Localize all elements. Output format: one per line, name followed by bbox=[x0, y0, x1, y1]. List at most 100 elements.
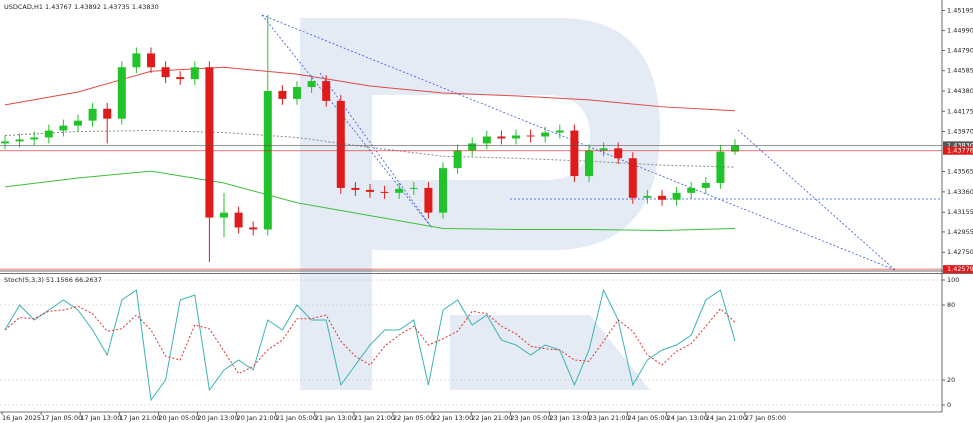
candle-body bbox=[541, 132, 550, 137]
candle-body bbox=[555, 130, 564, 133]
y-tick-label: 1.43970 bbox=[947, 128, 973, 136]
x-tick-label: 23 Jan 05:00 bbox=[510, 414, 551, 422]
candle-body bbox=[161, 67, 170, 78]
candle-body bbox=[351, 187, 360, 190]
x-tick-label: 22 Jan 05:00 bbox=[393, 414, 434, 422]
candle-body bbox=[409, 187, 418, 189]
y-tick-label: 1.44175 bbox=[947, 107, 973, 115]
candle-body bbox=[293, 87, 301, 99]
candle-body bbox=[30, 137, 39, 140]
y-tick-label: 1.43360 bbox=[947, 188, 973, 196]
candle-body bbox=[439, 168, 447, 213]
y-tick-label: 1.42750 bbox=[947, 248, 973, 256]
candle-body bbox=[15, 139, 24, 142]
candle-body bbox=[585, 150, 593, 177]
x-tick-label: 16 Jan 2025 bbox=[2, 414, 41, 422]
candle-body bbox=[278, 90, 287, 99]
y-tick-label: 1.43155 bbox=[947, 208, 973, 216]
x-tick-label: 27 Jan 05:00 bbox=[745, 414, 786, 422]
candle-body bbox=[701, 182, 710, 188]
x-tick-label: 23 Jan 21:00 bbox=[589, 414, 630, 422]
x-tick-label: 24 Jan 21:00 bbox=[706, 414, 747, 422]
candle-body bbox=[424, 187, 433, 213]
y-tick-label: 20 bbox=[947, 376, 955, 384]
x-tick-label: 17 Jan 13:00 bbox=[80, 414, 121, 422]
y-tick-label: 100 bbox=[947, 276, 959, 284]
candle-body bbox=[658, 195, 666, 200]
candle-body bbox=[307, 81, 316, 88]
candle-body bbox=[599, 148, 608, 151]
candle-body bbox=[643, 195, 652, 198]
x-tick-label: 20 Jan 05:00 bbox=[158, 414, 199, 422]
moving-average bbox=[4, 130, 736, 168]
candle-body bbox=[263, 90, 272, 230]
x-tick-label: 17 Jan 21:00 bbox=[119, 414, 160, 422]
candle-body bbox=[74, 120, 82, 126]
candle-body bbox=[103, 108, 112, 119]
candle-body bbox=[716, 151, 725, 183]
x-tick-label: 20 Jan 21:00 bbox=[237, 414, 278, 422]
candle-body bbox=[628, 158, 637, 198]
candle-body bbox=[687, 187, 696, 193]
x-tick-label: 22 Jan 13:00 bbox=[432, 414, 473, 422]
candle-body bbox=[234, 212, 243, 228]
candle-body bbox=[59, 125, 68, 131]
candle-body bbox=[322, 81, 331, 101]
x-tick-label: 17 Jan 05:00 bbox=[41, 414, 82, 422]
candle-body bbox=[453, 150, 462, 169]
candle-body bbox=[512, 135, 520, 139]
candle-body bbox=[526, 135, 535, 137]
price-label-box bbox=[943, 141, 973, 150]
candle-body bbox=[380, 191, 389, 193]
candle-body bbox=[88, 108, 97, 121]
moving-average bbox=[4, 66, 736, 112]
x-tick-label: 22 Jan 21:00 bbox=[471, 414, 512, 422]
candle-body bbox=[366, 189, 374, 192]
price-label: 1.43776 bbox=[947, 147, 973, 155]
y-tick-label: 1.43565 bbox=[947, 168, 973, 176]
candle-body bbox=[132, 53, 141, 68]
x-tick-label: 23 Jan 13:00 bbox=[549, 414, 590, 422]
x-tick-label: 20 Jan 13:00 bbox=[198, 414, 239, 422]
candle-body bbox=[395, 188, 404, 193]
candle-body bbox=[482, 136, 491, 144]
stoch-line bbox=[4, 305, 736, 375]
y-tick-label: 1.44380 bbox=[947, 87, 973, 95]
candle-body bbox=[190, 67, 199, 80]
x-tick-label: 21 Jan 21:00 bbox=[354, 414, 395, 422]
y-tick-label: 1.44990 bbox=[947, 27, 973, 35]
candle-body bbox=[336, 100, 345, 188]
price-label: 1.43830 bbox=[947, 141, 973, 149]
y-tick-label: 1.44790 bbox=[947, 46, 973, 54]
price-label: 1.42579 bbox=[947, 265, 973, 273]
candle-body bbox=[731, 145, 739, 152]
candle-body bbox=[570, 130, 579, 177]
candle-body bbox=[468, 143, 477, 151]
x-tick-label: 24 Jan 13:00 bbox=[667, 414, 708, 422]
y-tick-label: 80 bbox=[947, 301, 955, 309]
candle-body bbox=[44, 130, 53, 138]
candle-body bbox=[497, 136, 506, 139]
y-tick-label: 1.42955 bbox=[947, 228, 973, 236]
stoch-line bbox=[4, 288, 736, 402]
candle-body bbox=[117, 67, 126, 119]
candle-body bbox=[249, 227, 258, 230]
trend-lines bbox=[261, 14, 942, 271]
y-tick-label: 1.44585 bbox=[947, 67, 973, 75]
candle-body bbox=[614, 148, 623, 159]
x-tick-label: 21 Jan 05:00 bbox=[276, 414, 317, 422]
candle-body bbox=[176, 77, 185, 80]
candle-body bbox=[672, 192, 681, 200]
y-tick-label: 1.45195 bbox=[947, 6, 973, 14]
price-label-box bbox=[943, 146, 973, 155]
x-tick-label: 24 Jan 05:00 bbox=[628, 414, 669, 422]
candle-body bbox=[147, 53, 155, 68]
price-label-box bbox=[943, 265, 973, 274]
candle-body bbox=[1, 141, 9, 144]
chart-title: USDCAD,H1 1.43767 1.43892 1.43735 1.4383… bbox=[4, 3, 159, 11]
moving-average bbox=[4, 170, 736, 231]
candle-body bbox=[220, 212, 228, 218]
x-tick-label: 21 Jan 13:00 bbox=[315, 414, 356, 422]
candle-body bbox=[205, 67, 214, 218]
